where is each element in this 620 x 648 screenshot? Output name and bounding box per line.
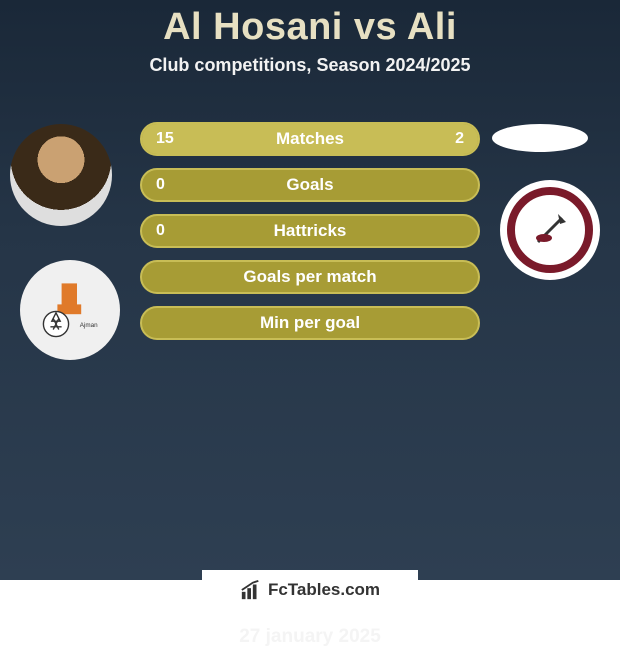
- stat-label: Min per goal: [260, 313, 360, 333]
- club-right-logo: [500, 180, 600, 280]
- ajman-club-icon: Ajman: [35, 275, 105, 345]
- stat-value-left: 15: [156, 124, 174, 154]
- player-right-avatar: [492, 124, 588, 152]
- stat-value-left: 0: [156, 170, 165, 200]
- stat-row-hattricks: 0 Hattricks: [140, 214, 480, 248]
- stat-row-mpg: Min per goal: [140, 306, 480, 340]
- stat-fill-right: [411, 124, 478, 154]
- stat-row-gpm: Goals per match: [140, 260, 480, 294]
- chart-icon: [240, 579, 262, 601]
- stat-label: Hattricks: [274, 221, 347, 241]
- subtitle: Club competitions, Season 2024/2025: [0, 55, 620, 76]
- stat-value-left: 0: [156, 216, 165, 246]
- brand-badge[interactable]: FcTables.com: [202, 570, 418, 610]
- stat-label: Goals per match: [243, 267, 376, 287]
- stat-value-right: 2: [455, 124, 464, 154]
- svg-text:Ajman: Ajman: [80, 322, 98, 329]
- stat-row-goals: 0 Goals: [140, 168, 480, 202]
- stat-row-matches: 15 Matches 2: [140, 122, 480, 156]
- brand-label: FcTables.com: [268, 580, 380, 600]
- stats-container: 15 Matches 2 0 Goals 0 Hattricks Goals p…: [140, 122, 480, 648]
- stat-label: Matches: [276, 129, 344, 149]
- date-label: 27 january 2025: [140, 626, 480, 648]
- comparison-card: Al Hosani vs Ali Club competitions, Seas…: [0, 0, 620, 580]
- page-title: Al Hosani vs Ali: [0, 0, 620, 49]
- club-left-logo: Ajman: [20, 260, 120, 360]
- alwahda-club-icon: [507, 187, 593, 273]
- player-left-avatar: [10, 124, 112, 226]
- stat-label: Goals: [286, 175, 333, 195]
